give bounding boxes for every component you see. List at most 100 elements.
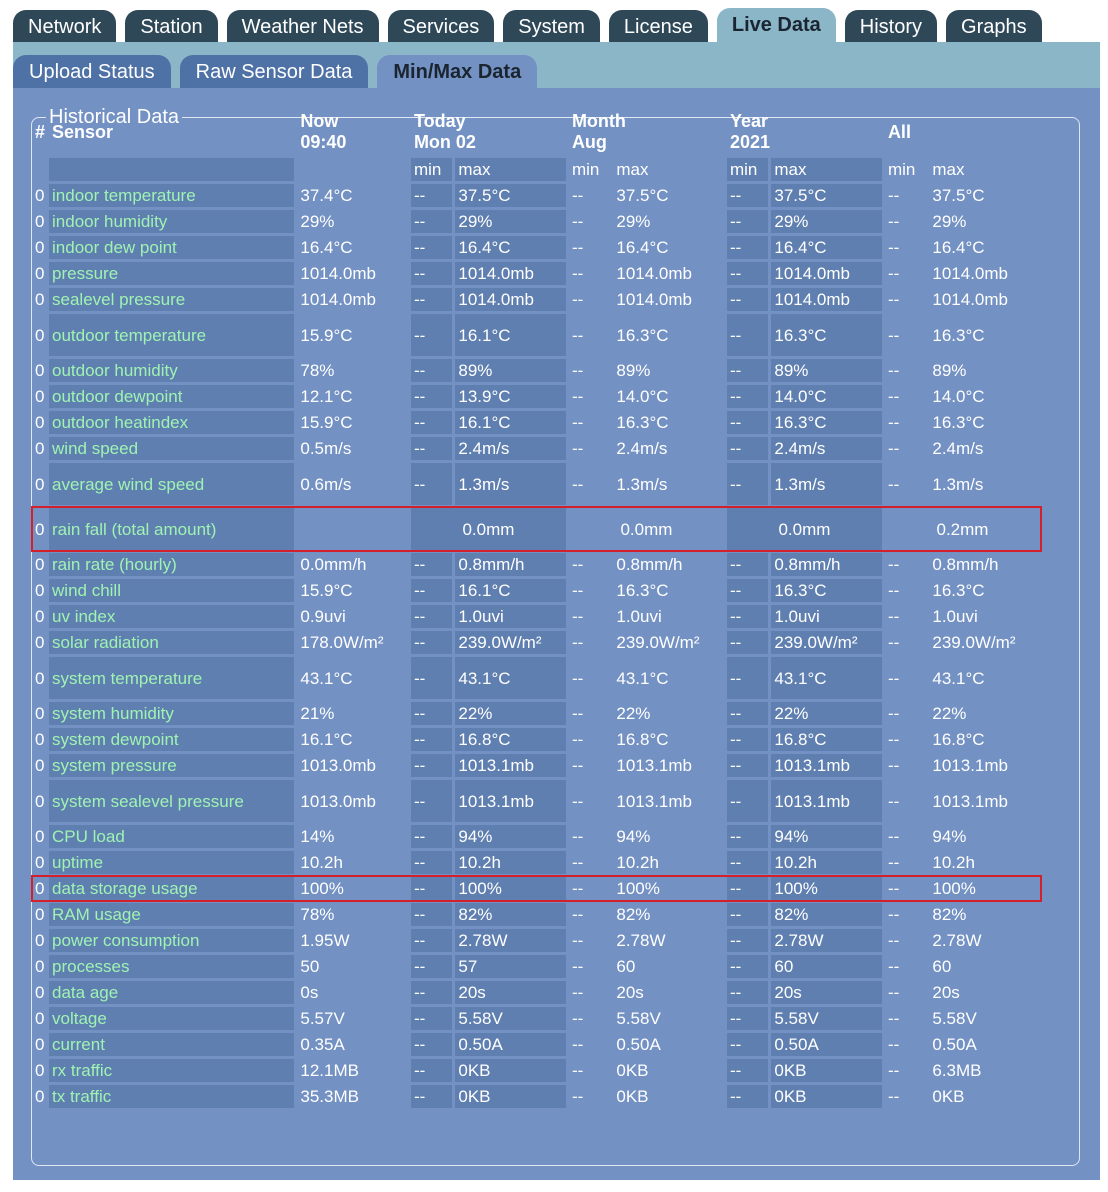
tab-network[interactable]: Network	[13, 10, 117, 42]
row-number: 0	[35, 413, 45, 432]
year-max: 0KB	[771, 1059, 882, 1082]
sensor-name: tx traffic	[49, 1085, 295, 1108]
sensor-name: wind speed	[49, 437, 295, 460]
year-min: --	[726, 288, 769, 311]
table-row: 0 outdoor humidity 78% -- 89% -- 89% -- 89% -- 89%	[34, 359, 1040, 382]
now-value: 16.1°C	[300, 730, 353, 749]
row-number: 0	[35, 1009, 45, 1028]
now-value: 178.0W/m²	[300, 633, 384, 652]
month-max: 0KB	[616, 1087, 649, 1106]
table-row: 0 voltage 5.57V -- 5.58V -- 5.58V -- 5.58V -- 5.58…	[34, 1007, 1040, 1030]
all-min: --	[887, 983, 900, 1002]
sensor-name: RAM usage	[49, 903, 295, 926]
tab-station[interactable]: Station	[125, 10, 218, 42]
month-max: 16.3°C	[616, 413, 669, 432]
year-max: 1013.1mb	[771, 754, 882, 777]
month-min: --	[571, 325, 584, 345]
sensor-name: data storage usage	[49, 877, 295, 900]
row-number: 0	[35, 290, 45, 309]
year-min: --	[726, 359, 769, 382]
all-max: 100%	[932, 879, 976, 898]
table-row: 0 rx traffic 12.1MB -- 0KB -- 0KB -- 0KB -- 6.3MB	[34, 1059, 1040, 1082]
table-row: 0 uv index 0.9uvi -- 1.0uvi -- 1.0uvi -- 1.0uvi -…	[34, 605, 1040, 628]
now-value: 35.3MB	[300, 1087, 359, 1106]
today-min: --	[410, 657, 453, 699]
period-total: 0.0mm	[410, 508, 566, 550]
sensor-name: current	[49, 1033, 295, 1056]
table-row: 0 processes 50 -- 57 -- 60 -- 60 -- 60	[34, 955, 1040, 978]
tab-services[interactable]: Services	[387, 10, 495, 42]
month-min: --	[571, 387, 584, 406]
table-row: 0 wind speed 0.5m/s -- 2.4m/s -- 2.4m/s -- 2.4m/…	[34, 437, 1040, 460]
all-min: --	[887, 905, 900, 924]
year-max: 20s	[771, 981, 882, 1004]
year-max: 1014.0mb	[771, 262, 882, 285]
sensor-name: outdoor dewpoint	[49, 385, 295, 408]
table-row: 0 system dewpoint 16.1°C -- 16.8°C -- 16.8°C --…	[34, 728, 1040, 751]
table-row: 0 pressure 1014.0mb -- 1014.0mb -- 1014.0mb -- 1…	[34, 262, 1040, 285]
tab-live-data[interactable]: Live Data	[716, 8, 836, 42]
subtab-raw-sensor-data[interactable]: Raw Sensor Data	[179, 55, 369, 88]
year-min: --	[726, 553, 769, 576]
all-min: --	[887, 957, 900, 976]
row-number: 0	[35, 1061, 45, 1080]
all-min: --	[887, 633, 900, 652]
year-min: --	[726, 262, 769, 285]
month-max: 5.58V	[616, 1009, 661, 1028]
month-min: --	[571, 704, 584, 723]
sensor-name: system temperature	[49, 657, 295, 699]
tab-weather-nets[interactable]: Weather Nets	[226, 10, 379, 42]
row-number: 0	[35, 387, 45, 406]
table-row: 0 outdoor heatindex 15.9°C -- 16.1°C -- 16.3°C…	[34, 411, 1040, 434]
today-min: --	[410, 463, 453, 505]
all-max: 1014.0mb	[932, 290, 1008, 309]
today-min: --	[410, 288, 453, 311]
today-max: 2.4m/s	[455, 437, 566, 460]
year-max: 82%	[771, 903, 882, 926]
row-number: 0	[35, 361, 45, 380]
tab-system[interactable]: System	[503, 10, 600, 42]
month-min: --	[571, 1009, 584, 1028]
tab-license[interactable]: License	[608, 10, 708, 42]
month-min: --	[571, 581, 584, 600]
sensor-name: indoor humidity	[49, 210, 295, 233]
row-number: 0	[35, 212, 45, 231]
month-min: --	[571, 791, 584, 811]
today-min: --	[410, 903, 453, 926]
now-value: 78%	[300, 361, 335, 380]
all-max: 1.3m/s	[932, 474, 984, 494]
month-max: 16.8°C	[616, 730, 669, 749]
today-min: --	[410, 262, 453, 285]
table-row: 0 indoor temperature 37.4°C -- 37.5°C -- 37.5°…	[34, 184, 1040, 207]
table-row: 0 indoor dew point 16.4°C -- 16.4°C -- 16.4°C -…	[34, 236, 1040, 259]
row-number: 0	[35, 827, 45, 846]
table-row: 0 system humidity 21% -- 22% -- 22% -- 22% -- 22%	[34, 702, 1040, 725]
today-max: 100%	[455, 877, 566, 900]
now-value: 16.4°C	[300, 238, 353, 257]
tab-history[interactable]: History	[844, 10, 938, 42]
now-value: 12.1MB	[300, 1061, 359, 1080]
subtab-min-max-data[interactable]: Min/Max Data	[377, 55, 538, 88]
all-max: 43.1°C	[932, 668, 985, 688]
all-max: 22%	[932, 704, 967, 723]
today-min: --	[410, 411, 453, 434]
today-min: --	[410, 385, 453, 408]
tab-graphs[interactable]: Graphs	[946, 10, 1042, 42]
all-max: 82%	[932, 905, 967, 924]
today-min: --	[410, 359, 453, 382]
subheader-year-min: min	[726, 158, 769, 181]
month-min: --	[571, 555, 584, 574]
sensor-name: rain rate (hourly)	[49, 553, 295, 576]
all-min: --	[887, 361, 900, 380]
today-min: --	[410, 702, 453, 725]
table-row: 0 data storage usage 100% -- 100% -- 100% -- 100…	[34, 877, 1040, 900]
all-min: --	[887, 474, 900, 494]
sensor-name: pressure	[49, 262, 295, 285]
subtab-upload-status[interactable]: Upload Status	[13, 55, 171, 88]
sensor-name: data age	[49, 981, 295, 1004]
today-min: --	[410, 437, 453, 460]
year-min: --	[726, 981, 769, 1004]
year-min: --	[726, 463, 769, 505]
table-row: 0 system pressure 1013.0mb -- 1013.1mb -- 1013…	[34, 754, 1040, 777]
row-number: 0	[35, 264, 45, 283]
